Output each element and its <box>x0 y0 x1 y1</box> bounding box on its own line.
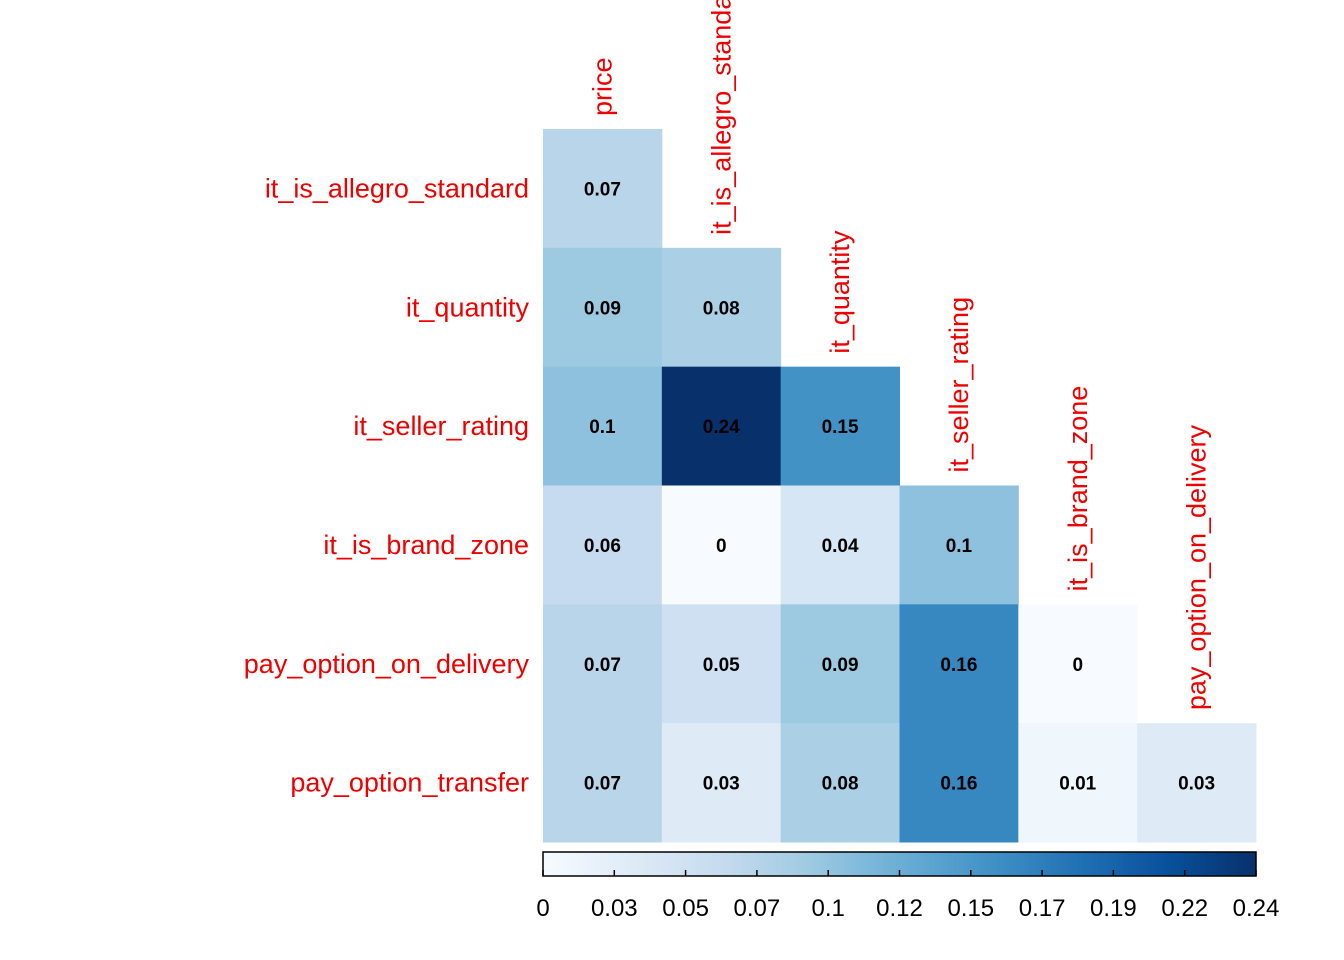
colorbar-tick-label: 0.07 <box>734 895 781 922</box>
row-label: it_quantity <box>406 292 530 322</box>
column-label: it_quantity <box>825 230 855 354</box>
colorbar-tick-label: 0 <box>536 895 549 922</box>
cell-value-label: 0.16 <box>940 774 977 795</box>
row-label: pay_option_on_delivery <box>244 649 530 679</box>
heatmap-cell <box>899 604 1019 724</box>
cell-value-label: 0 <box>716 536 727 557</box>
colorbar-tick-label: 0.03 <box>591 895 638 922</box>
column-label: pay_option_on_delivery <box>1182 424 1212 710</box>
cell-value-label: 0.08 <box>703 298 740 319</box>
column-label: it_is_allegro_standard <box>706 0 736 235</box>
cell-value-label: 0 <box>1072 655 1083 676</box>
heatmap-cell <box>661 604 782 724</box>
column-label: it_seller_rating <box>944 297 974 473</box>
heatmap-cells: 0.07 0.09 0.08 0.1 0.24 0.15 0.06 0 0.04 0.1 0.07 0… <box>543 129 1257 843</box>
heatmap-cell <box>1018 723 1138 843</box>
heatmap-cell <box>543 604 663 724</box>
cell-value-label: 0.09 <box>584 298 621 319</box>
heatmap-cell <box>899 485 1019 605</box>
cell-value-label: 0.05 <box>703 655 740 676</box>
cell-value-label: 0.04 <box>822 536 859 557</box>
colorbar-tick-label: 0.17 <box>1019 895 1066 922</box>
cell-value-label: 0.16 <box>940 655 977 676</box>
heatmap-cell <box>780 366 900 486</box>
colorbar-tick-label: 0.19 <box>1090 895 1137 922</box>
heatmap-cell <box>543 485 663 605</box>
colorbar-tick-label: 0.15 <box>947 895 994 922</box>
cell-value-label: 0.07 <box>584 655 621 676</box>
heatmap-cell <box>780 485 900 605</box>
cell-value-label: 0.03 <box>1178 774 1215 795</box>
cell-value-label: 0.06 <box>584 536 621 557</box>
row-label: it_is_brand_zone <box>323 530 529 560</box>
colorbar-tick-label: 0.12 <box>876 895 923 922</box>
cell-value-label: 0.1 <box>946 536 973 557</box>
cell-value-label: 0.24 <box>703 417 740 438</box>
cell-value-label: 0.1 <box>589 417 616 438</box>
row-label: pay_option_transfer <box>290 768 529 798</box>
column-label: price <box>587 57 617 116</box>
row-label: it_is_allegro_standard <box>265 173 529 203</box>
heatmap-cell <box>661 485 782 605</box>
cell-value-label: 0.09 <box>822 655 859 676</box>
cell-value-label: 0.15 <box>822 417 859 438</box>
colorbar-tick-label: 0.05 <box>662 895 709 922</box>
cell-value-label: 0.07 <box>584 179 621 200</box>
heatmap-cell <box>661 247 782 368</box>
cell-value-label: 0.08 <box>822 774 859 795</box>
heatmap-cell <box>543 723 663 843</box>
row-label: it_seller_rating <box>353 411 529 441</box>
heatmap-cell <box>543 366 663 486</box>
colorbar: 0 0.03 0.05 0.07 0.1 0.12 0.15 0.17 0.19 0.22 0.24 <box>536 851 1279 922</box>
heatmap-cell <box>780 723 900 843</box>
colorbar-tick-label: 0.1 <box>812 895 845 922</box>
heatmap-cell <box>899 723 1019 843</box>
heatmap-cell <box>543 247 663 368</box>
heatmap-cell <box>780 604 900 724</box>
column-labels: price it_is_allegro_standard it_quantityit… <box>587 0 1211 710</box>
heatmap-cell <box>543 129 663 249</box>
row-labels: it_is_allegro_standard it_quantity it_sell… <box>244 173 530 797</box>
colorbar-tick-label: 0.22 <box>1161 895 1208 922</box>
heatmap-cell <box>661 723 782 843</box>
cell-value-label: 0.07 <box>584 774 621 795</box>
column-label: it_is_brand_zone <box>1063 386 1093 592</box>
colorbar-ticks: 0 0.03 0.05 0.07 0.1 0.12 0.15 0.17 0.19 0.22 0.24 <box>536 870 1279 922</box>
heatmap-cell <box>1018 604 1138 724</box>
cell-value-label: 0.03 <box>703 774 740 795</box>
colorbar-tick-label: 0.24 <box>1233 895 1280 922</box>
heatmap-cell <box>661 366 782 486</box>
heatmap-cell <box>1137 723 1257 843</box>
cell-value-label: 0.01 <box>1059 774 1096 795</box>
